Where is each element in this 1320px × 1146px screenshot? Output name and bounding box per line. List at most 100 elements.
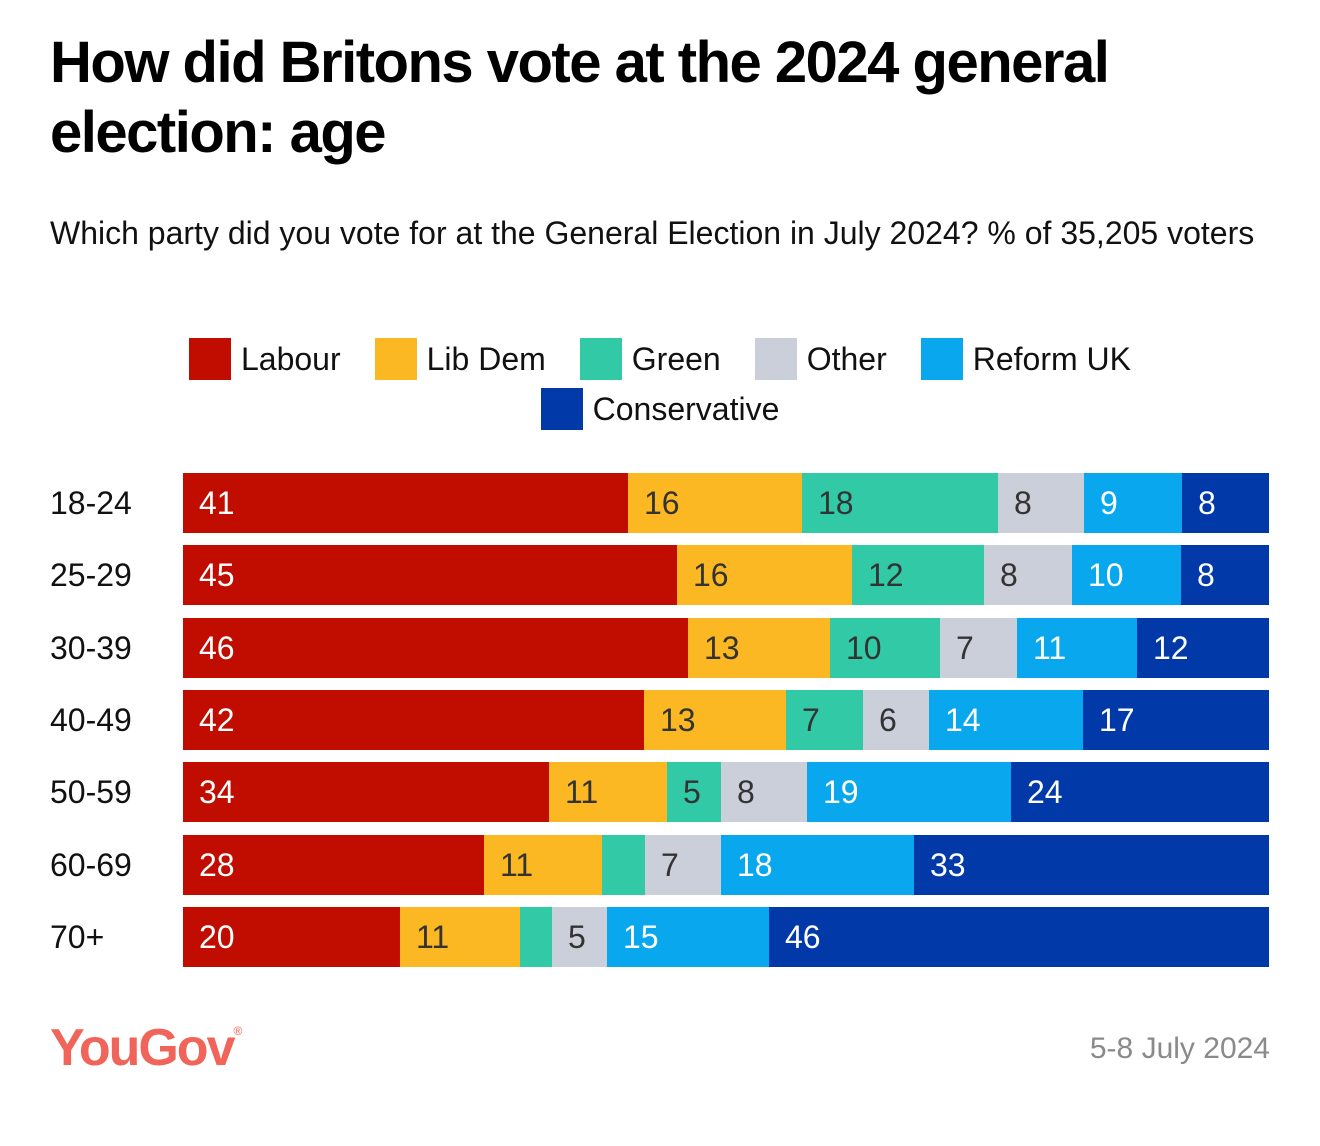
data-label: 34 [199, 774, 235, 811]
bar-segment-lib-dem: 16 [628, 473, 802, 533]
category-label: 25-29 [50, 557, 132, 594]
bar-segment-reform-uk: 19 [807, 762, 1011, 823]
data-label: 12 [868, 557, 904, 594]
legend-item-labour: Labour [188, 338, 341, 380]
bar-segment-labour: 46 [183, 617, 688, 678]
bar-segment-other: 7 [940, 617, 1017, 678]
data-label: 8 [1014, 485, 1032, 521]
data-label: 7 [661, 846, 679, 883]
data-label: 8 [1198, 485, 1216, 521]
legend-swatch-conservative [540, 388, 583, 430]
category-label: 40-49 [50, 701, 132, 738]
bar-segment-green [602, 834, 645, 895]
data-label: 11 [565, 774, 599, 811]
data-label: 7 [802, 701, 820, 738]
brand-name: YouGov [50, 1019, 235, 1077]
data-label: 11 [500, 846, 534, 883]
bar-segment-other: 5 [552, 906, 607, 967]
data-label: 46 [199, 629, 235, 666]
legend-item-lib-dem: Lib Dem [374, 338, 546, 380]
legend-swatch-green [579, 338, 622, 380]
bar-segment-labour: 20 [183, 906, 400, 967]
chart-title: How did Britons vote at the 2024 general… [50, 30, 1110, 165]
legend-swatch-reform-uk [920, 338, 963, 380]
data-label: 33 [930, 846, 966, 883]
bar-segment-conservative: 12 [1137, 617, 1269, 678]
bar-segment-labour: 42 [183, 689, 644, 750]
data-label: 24 [1027, 774, 1063, 811]
data-label: 13 [704, 629, 740, 666]
legend-label: Other [806, 340, 887, 377]
data-label: 6 [879, 701, 897, 738]
bar-segment-reform-uk: 9 [1084, 473, 1182, 533]
category-label: 60-69 [50, 846, 132, 883]
chart-subtitle: Which party did you vote for at the Gene… [50, 215, 1255, 251]
data-label: 5 [568, 918, 586, 955]
data-label: 18 [737, 846, 773, 883]
bar-segment-other: 7 [645, 834, 721, 895]
data-label: 13 [660, 701, 696, 738]
bar-segment-other: 8 [984, 545, 1072, 606]
bar-segment-reform-uk: 18 [721, 834, 914, 895]
legend-label: Reform UK [972, 340, 1131, 377]
data-label: 19 [823, 774, 859, 811]
legend-item-reform-uk: Reform UK [920, 338, 1131, 380]
legend-swatch-other [754, 338, 797, 380]
data-label: 28 [199, 846, 235, 883]
category-label: 50-59 [50, 774, 132, 811]
fieldwork-date: 5-8 July 2024 [1089, 1032, 1270, 1065]
stacked-bar-chart: 18-24 41 16 18 8 9 8 25-29 45 16 12 8 10 8 30-39 46 13 10… [50, 473, 1269, 967]
data-label: 10 [846, 629, 882, 666]
bar-segment-reform-uk: 15 [607, 906, 769, 967]
data-label: 16 [693, 557, 729, 594]
bar-segment-labour: 28 [183, 834, 484, 895]
bar-segment-conservative: 24 [1011, 762, 1269, 823]
data-label: 8 [1000, 557, 1018, 594]
bar-segment-conservative: 33 [914, 834, 1269, 895]
data-label: 5 [683, 774, 701, 811]
bar-segment-labour: 41 [183, 473, 628, 533]
legend-label: Labour [240, 340, 341, 377]
data-label: 14 [945, 701, 981, 738]
bar-segment-other: 8 [721, 762, 807, 823]
legend: Labour Lib Dem Green Other Reform UK Conserva… [60, 338, 1260, 430]
legend-item-conservative: Conservative [540, 388, 780, 430]
legend-item-green: Green [579, 338, 721, 380]
legend-label: Conservative [592, 390, 780, 427]
bar-segment-conservative: 8 [1181, 545, 1269, 606]
category-label: 18-24 [50, 485, 132, 521]
bar-segment-green: 10 [830, 617, 940, 678]
data-label: 12 [1153, 629, 1189, 666]
data-label: 15 [623, 918, 659, 955]
bar-segment-reform-uk: 11 [1017, 617, 1137, 678]
bar-segment-conservative: 46 [769, 906, 1269, 967]
data-label: 46 [785, 918, 821, 955]
legend-item-other: Other [754, 338, 887, 380]
bar-segment-conservative: 17 [1083, 689, 1269, 750]
bar-segment-lib-dem: 11 [549, 762, 667, 823]
bar-segment-lib-dem: 11 [400, 906, 520, 967]
bar-segment-lib-dem: 16 [677, 545, 852, 606]
legend-label: Lib Dem [426, 340, 546, 377]
data-label: 9 [1100, 485, 1118, 521]
legend-swatch-lib-dem [374, 338, 417, 380]
bar-segment-green: 5 [667, 762, 721, 823]
data-label: 7 [956, 629, 974, 666]
data-label: 11 [416, 918, 450, 955]
category-label: 70+ [50, 918, 105, 955]
bar-segment-lib-dem: 13 [644, 689, 786, 750]
data-label: 17 [1099, 701, 1135, 738]
bar-segment-green [520, 906, 552, 967]
data-label: 20 [199, 918, 235, 955]
data-label: 11 [1033, 629, 1067, 666]
bar-segment-green: 7 [786, 689, 863, 750]
bar-segment-labour: 45 [183, 545, 677, 606]
bar-segment-lib-dem: 11 [484, 834, 602, 895]
data-label: 18 [818, 485, 854, 521]
bar-segment-green: 18 [802, 473, 998, 533]
category-label: 30-39 [50, 629, 132, 666]
legend-swatch-labour [188, 338, 231, 380]
data-label: 8 [737, 774, 755, 811]
bar-segment-other: 6 [863, 689, 929, 750]
legend-label: Green [631, 340, 721, 377]
